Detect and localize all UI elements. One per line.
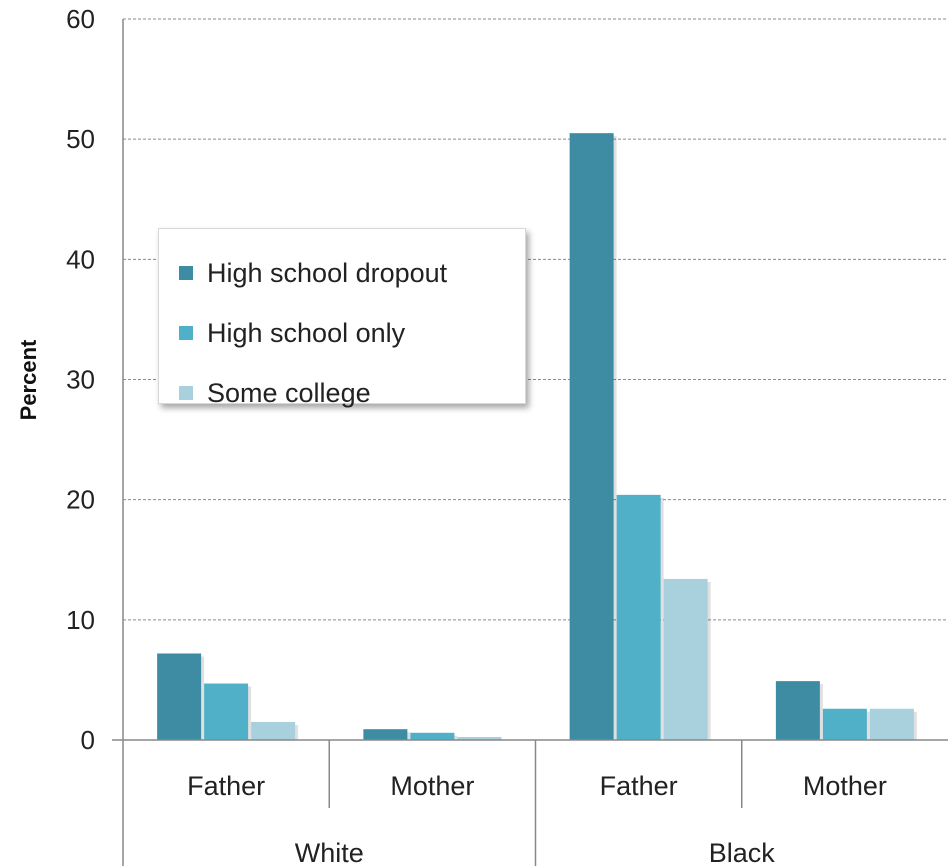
x-category-label: Mother [390, 771, 474, 801]
legend-swatch-hs-only [179, 326, 193, 340]
legend-swatch-dropout [179, 266, 193, 280]
legend-label: High school only [207, 317, 406, 348]
y-tick-label: 20 [66, 485, 95, 515]
category-labels: Father Mother White Father Mother Black [187, 771, 887, 866]
bar [663, 578, 708, 740]
bar [775, 681, 820, 740]
legend-item-hs-only: High school only [159, 303, 525, 363]
legend-label: Some college [207, 377, 371, 408]
y-tick-label: 40 [66, 244, 95, 274]
bar [157, 653, 202, 740]
bar [457, 736, 502, 740]
x-category-label: Mother [803, 771, 887, 801]
legend-swatch-some-college [179, 386, 193, 400]
y-tick-label: 30 [66, 365, 95, 395]
legend: High school dropout High school only Som… [158, 228, 526, 408]
y-tick-label: 60 [66, 4, 95, 34]
x-group-label: White [295, 838, 364, 866]
bar [410, 732, 455, 740]
y-axis-title: Percent [16, 339, 41, 420]
x-category-label: Father [600, 771, 678, 801]
bar [363, 729, 408, 740]
y-tick-label: 10 [66, 605, 95, 635]
y-tick-label: 0 [81, 725, 95, 755]
bars [157, 133, 917, 741]
x-category-label: Father [187, 771, 265, 801]
legend-item-dropout: High school dropout [159, 243, 525, 303]
bar [569, 133, 614, 741]
x-group-label: Black [709, 838, 776, 866]
bar [251, 721, 296, 740]
bar [204, 683, 249, 740]
bar [822, 708, 867, 740]
legend-item-some-college: Some college [159, 363, 525, 423]
axes [112, 19, 948, 866]
y-tick-label: 50 [66, 124, 95, 154]
bar [616, 494, 661, 740]
y-tick-labels: 0 10 20 30 40 50 60 [66, 4, 95, 755]
legend-label: High school dropout [207, 257, 448, 288]
bar [869, 708, 914, 740]
